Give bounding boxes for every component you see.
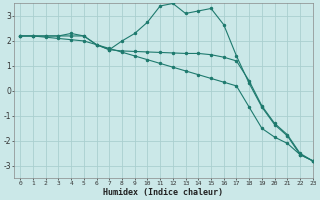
X-axis label: Humidex (Indice chaleur): Humidex (Indice chaleur) [103,188,223,197]
